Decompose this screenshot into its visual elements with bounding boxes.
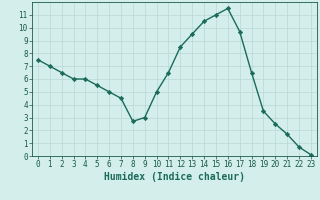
X-axis label: Humidex (Indice chaleur): Humidex (Indice chaleur) [104, 172, 245, 182]
